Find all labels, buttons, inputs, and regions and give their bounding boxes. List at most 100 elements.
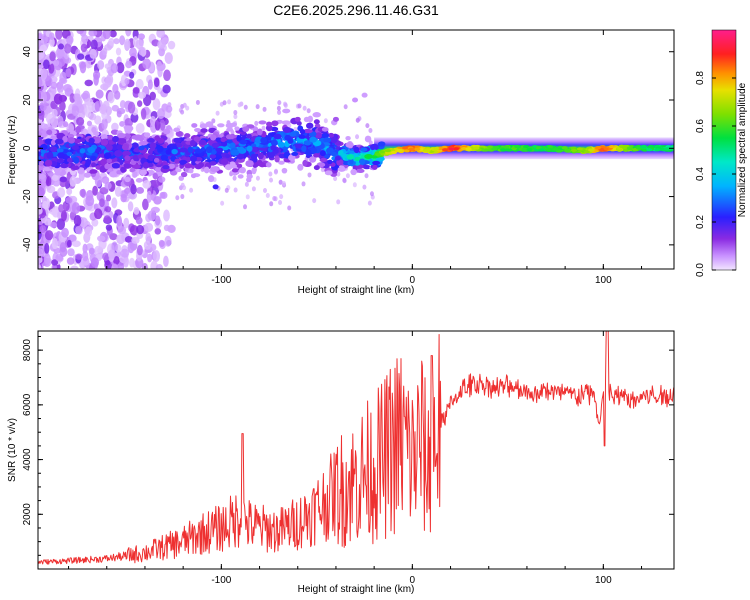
ridge-blob: [162, 164, 170, 170]
x-tick-label: 100: [595, 575, 612, 586]
ridge-blob: [211, 142, 220, 148]
noise-blob: [144, 222, 154, 233]
ridge-blob: [190, 173, 197, 179]
noise-blob: [155, 263, 163, 269]
noise-blob: [243, 104, 248, 110]
noise-blob: [131, 236, 140, 244]
ridge-blob: [242, 126, 250, 132]
noise-blob: [63, 84, 72, 92]
ridge-blob: [100, 138, 109, 146]
ridge-blob: [231, 168, 239, 173]
ridge-blob: [258, 162, 266, 168]
outlier-blob: [313, 119, 320, 125]
noise-blob: [59, 242, 67, 253]
ridge-blob: [287, 138, 294, 144]
ridge-blob: [504, 148, 511, 152]
ridge-blob: [190, 155, 197, 163]
snr-frame: [37, 330, 675, 570]
noise-blob: [71, 202, 81, 214]
noise-blob: [276, 105, 281, 111]
ridge-blob: [547, 145, 554, 149]
noise-blob: [180, 182, 185, 188]
ridge-blob: [526, 148, 533, 152]
ridge-blob: [173, 127, 181, 133]
ridge-blob: [199, 123, 208, 129]
noise-blob: [278, 200, 283, 206]
ridge-blob: [310, 147, 317, 154]
ridge-blob: [230, 149, 240, 156]
ridge-blob: [107, 134, 114, 140]
noise-blob: [141, 262, 148, 269]
ridge-blob: [59, 163, 69, 169]
ridge-blob: [364, 135, 372, 143]
noise-blob: [262, 187, 267, 193]
noise-blob: [46, 176, 52, 187]
ridge-blob: [77, 169, 84, 174]
noise-blob: [287, 205, 292, 211]
ridge-blob: [160, 154, 168, 161]
ridge-blob: [308, 156, 317, 163]
noise-blob: [355, 134, 360, 140]
ridge-blob: [266, 151, 275, 159]
noise-blob: [129, 257, 135, 268]
noise-blob: [273, 169, 278, 175]
ridge-blob: [210, 134, 217, 141]
ridge-blob: [371, 155, 378, 159]
noise-blob: [364, 173, 369, 179]
noise-blob: [336, 199, 341, 205]
noise-blob: [137, 91, 147, 99]
ridge-blob: [350, 168, 357, 176]
noise-blob: [116, 234, 125, 245]
ridge-blob: [239, 139, 248, 145]
noise-blob: [85, 195, 95, 207]
noise-blob: [96, 235, 106, 242]
noise-blob: [163, 209, 170, 222]
ridge-blob: [114, 150, 123, 157]
noise-blob: [59, 176, 68, 183]
noise-blob: [265, 193, 270, 199]
noise-blob: [45, 76, 53, 87]
ridge-blob: [122, 150, 131, 157]
ridge-blob: [236, 135, 242, 142]
ridge-blob: [282, 108, 291, 114]
noise-blob: [136, 224, 145, 235]
noise-blob: [124, 77, 130, 85]
y-tick-label: 40: [22, 46, 33, 58]
noise-blob: [153, 77, 160, 88]
noise-blob: [71, 105, 80, 117]
noise-blob: [120, 248, 130, 258]
ridge-blob: [265, 162, 272, 168]
ridge-blob: [124, 155, 131, 162]
noise-blob: [158, 239, 165, 248]
noise-blob: [312, 198, 317, 204]
noise-blob: [320, 167, 325, 173]
ridge-blob: [225, 134, 234, 140]
ridge-blob: [654, 148, 661, 152]
noise-blob: [306, 108, 311, 114]
ridge-blob: [346, 154, 355, 160]
noise-blob: [127, 201, 134, 212]
noise-blob: [38, 33, 43, 40]
ridge-blob: [224, 164, 233, 171]
noise-blob: [261, 125, 266, 131]
ridge-blob: [250, 153, 258, 160]
ridge-blob: [641, 148, 648, 152]
ridge-blob: [139, 169, 147, 176]
noise-blob: [147, 79, 153, 90]
ridge-blob: [79, 148, 86, 154]
ridge-blob: [298, 134, 306, 139]
noise-blob: [323, 118, 328, 124]
ridge-blob: [117, 132, 126, 139]
ridge-blob: [112, 135, 119, 143]
ridge-blob: [281, 120, 291, 125]
noise-blob: [117, 226, 127, 235]
noise-blob: [132, 87, 140, 94]
noise-blob: [233, 114, 238, 120]
ridge-blob: [563, 149, 570, 153]
noise-blob: [152, 250, 161, 262]
ridge-blob: [173, 137, 182, 143]
noise-blob: [66, 257, 75, 265]
ridge-blob: [273, 133, 282, 140]
ridge-blob: [246, 133, 252, 139]
colorbar-tick-label: 0.6: [695, 119, 706, 133]
